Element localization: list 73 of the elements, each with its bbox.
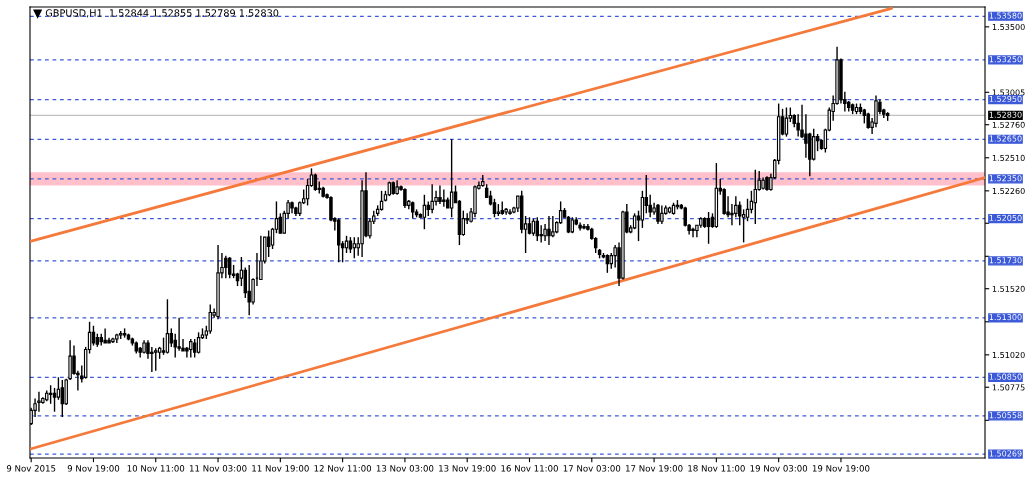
x-tick-label: 11 Nov 19:00 bbox=[252, 465, 309, 472]
candlestick bbox=[154, 347, 158, 372]
candlestick bbox=[189, 338, 193, 359]
candlestick bbox=[379, 190, 384, 212]
candlestick bbox=[784, 106, 789, 138]
candlestick bbox=[60, 379, 65, 418]
chart-title: GBPUSD,H1 1.52844 1.52855 1.52789 1.52830 bbox=[45, 9, 279, 18]
ref-line-label: 1.53580 bbox=[989, 12, 1022, 19]
candlestick bbox=[91, 325, 96, 347]
candlestick bbox=[224, 254, 228, 279]
x-tick-label: 9 Nov 2015 bbox=[6, 465, 56, 472]
candlestick bbox=[403, 187, 407, 209]
candlestick bbox=[640, 190, 645, 229]
candlestick bbox=[52, 387, 57, 413]
candlestick bbox=[430, 183, 434, 215]
candlestick bbox=[266, 229, 271, 258]
candlestick bbox=[103, 327, 107, 344]
candlestick bbox=[56, 376, 61, 401]
ref-line-label: 1.52650 bbox=[989, 135, 1022, 142]
y-tick-label: 1.52260 bbox=[992, 187, 1025, 195]
candlestick bbox=[165, 298, 170, 355]
ref-line-label: 1.50558 bbox=[989, 412, 1022, 419]
candlestick bbox=[150, 346, 154, 373]
ref-line-label: 1.52950 bbox=[989, 95, 1022, 102]
ref-line-label: 1.50269 bbox=[989, 450, 1022, 457]
y-tick-label: 1.53500 bbox=[992, 23, 1025, 31]
ref-line-label: 1.53250 bbox=[989, 56, 1022, 63]
candlestick bbox=[749, 190, 754, 215]
candlestick bbox=[741, 208, 746, 244]
x-tick-label: 13 Nov 19:00 bbox=[439, 465, 496, 472]
x-tick-label: 10 Nov 11:00 bbox=[127, 465, 185, 472]
x-tick-label: 11 Nov 03:00 bbox=[189, 465, 247, 472]
x-tick-label: 13 Nov 03:00 bbox=[376, 465, 434, 472]
ref-line-label: 1.51300 bbox=[989, 314, 1022, 321]
x-tick-label: 19 Nov 19:00 bbox=[812, 465, 870, 472]
candlestick bbox=[227, 256, 232, 279]
candlestick bbox=[551, 215, 555, 238]
ref-line-label: 1.52830 bbox=[989, 111, 1022, 118]
ref-line-label: 1.52050 bbox=[989, 214, 1022, 221]
candlestick bbox=[811, 127, 816, 162]
x-tick-label: 17 Nov 03:00 bbox=[563, 465, 621, 472]
y-tick-label: 1.52510 bbox=[992, 154, 1025, 161]
x-tick-label: 19 Nov 03:00 bbox=[750, 465, 808, 472]
candlestick bbox=[208, 303, 212, 335]
x-tick-label: 12 Nov 11:00 bbox=[314, 465, 372, 472]
candlestick bbox=[438, 184, 442, 205]
x-tick-label: 9 Nov 19:00 bbox=[67, 465, 120, 472]
candlestick bbox=[660, 204, 664, 225]
x-tick-label: 18 Nov 11:00 bbox=[688, 465, 745, 472]
x-tick-label: 16 Nov 11:00 bbox=[501, 465, 558, 472]
candlestick bbox=[656, 203, 660, 225]
y-tick-label: 1.50775 bbox=[992, 384, 1025, 391]
candlestick bbox=[691, 227, 695, 238]
x-tick-label: 17 Nov 19:00 bbox=[626, 465, 683, 472]
candlestick bbox=[753, 168, 758, 225]
y-tick-label: 1.52760 bbox=[992, 121, 1025, 128]
y-tick-label: 1.51020 bbox=[992, 351, 1025, 359]
ref-line-label: 1.52350 bbox=[989, 175, 1022, 182]
candlestick bbox=[539, 224, 543, 244]
candlestick bbox=[196, 331, 201, 355]
candlestick bbox=[745, 198, 750, 222]
candlestick bbox=[37, 391, 41, 413]
candlestick bbox=[442, 188, 446, 208]
candlestick bbox=[352, 236, 357, 259]
ref-line-label: 1.51730 bbox=[989, 257, 1022, 264]
candlestick bbox=[547, 215, 551, 246]
y-tick-label: 1.51520 bbox=[992, 285, 1025, 292]
candlestick bbox=[535, 216, 540, 242]
y-tick-label: 1.53005 bbox=[992, 89, 1025, 96]
ref-line-label: 1.50850 bbox=[989, 373, 1022, 380]
candlestick bbox=[492, 198, 497, 218]
candlestick bbox=[192, 338, 197, 359]
candlestick bbox=[247, 264, 251, 316]
